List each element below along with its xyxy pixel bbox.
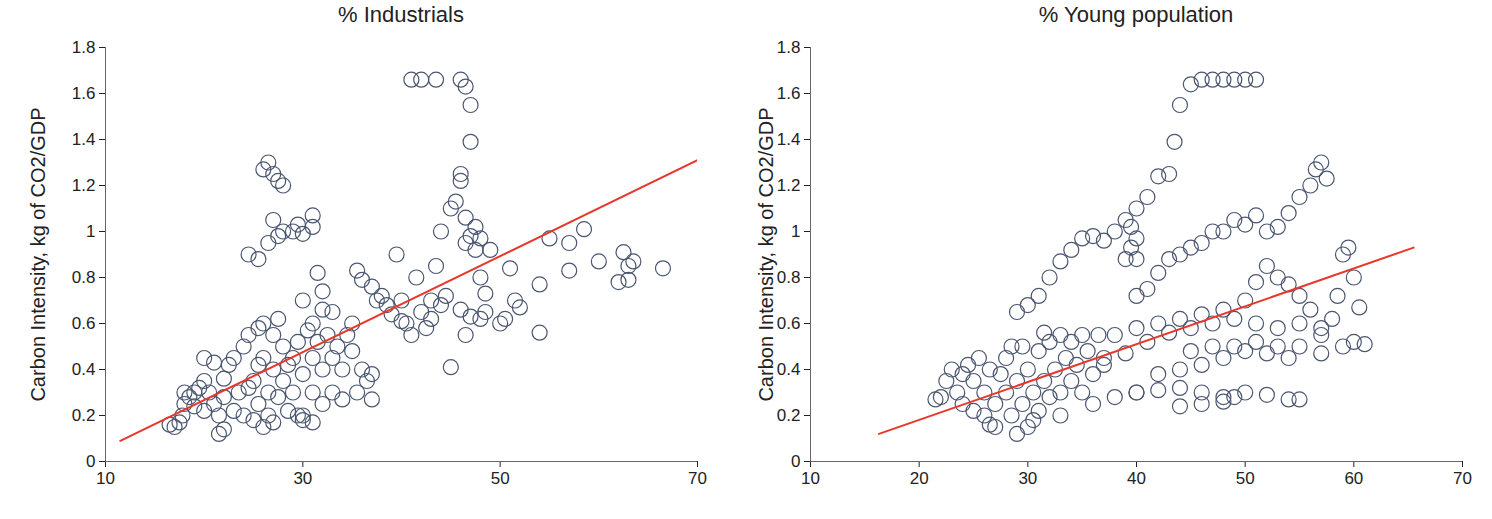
- svg-text:20: 20: [910, 469, 929, 488]
- svg-text:1: 1: [86, 222, 95, 241]
- svg-text:1.4: 1.4: [72, 130, 96, 149]
- svg-text:Carbon Intensity, kg of CO2/GD: Carbon Intensity, kg of CO2/GDP: [755, 107, 777, 401]
- html-text:% Industrials: % Industrials: [338, 2, 464, 27]
- svg-text:1.2: 1.2: [777, 176, 801, 195]
- svg-text:0: 0: [791, 452, 800, 471]
- svg-text:10: 10: [801, 469, 820, 488]
- svg-text:1.8: 1.8: [72, 38, 96, 57]
- svg-text:0.4: 0.4: [72, 360, 96, 379]
- svg-text:70: 70: [688, 469, 707, 488]
- svg-text:1.2: 1.2: [72, 176, 96, 195]
- svg-text:70: 70: [1453, 469, 1472, 488]
- svg-text:0.2: 0.2: [777, 406, 801, 425]
- svg-text:0.6: 0.6: [72, 314, 96, 333]
- svg-text:1.6: 1.6: [72, 84, 96, 103]
- svg-text:0.8: 0.8: [777, 268, 801, 287]
- svg-text:1.6: 1.6: [777, 84, 801, 103]
- svg-text:50: 50: [1236, 469, 1255, 488]
- svg-text:30: 30: [1018, 469, 1037, 488]
- svg-text:0.2: 0.2: [72, 406, 96, 425]
- svg-text:0.4: 0.4: [777, 360, 801, 379]
- svg-text:30: 30: [293, 469, 312, 488]
- svg-text:0.6: 0.6: [777, 314, 801, 333]
- svg-text:1.8: 1.8: [777, 38, 801, 57]
- svg-text:60: 60: [1344, 469, 1363, 488]
- svg-text:40: 40: [1127, 469, 1146, 488]
- svg-text:1.4: 1.4: [777, 130, 801, 149]
- svg-text:0: 0: [86, 452, 95, 471]
- svg-text:Carbon Intensity, kg of CO2/GD: Carbon Intensity, kg of CO2/GDP: [27, 107, 49, 401]
- svg-text:50: 50: [491, 469, 510, 488]
- svg-text:1: 1: [791, 222, 800, 241]
- svg-text:0.8: 0.8: [72, 268, 96, 287]
- svg-text:10: 10: [96, 469, 115, 488]
- html-text:% Young population: % Young population: [1038, 2, 1234, 27]
